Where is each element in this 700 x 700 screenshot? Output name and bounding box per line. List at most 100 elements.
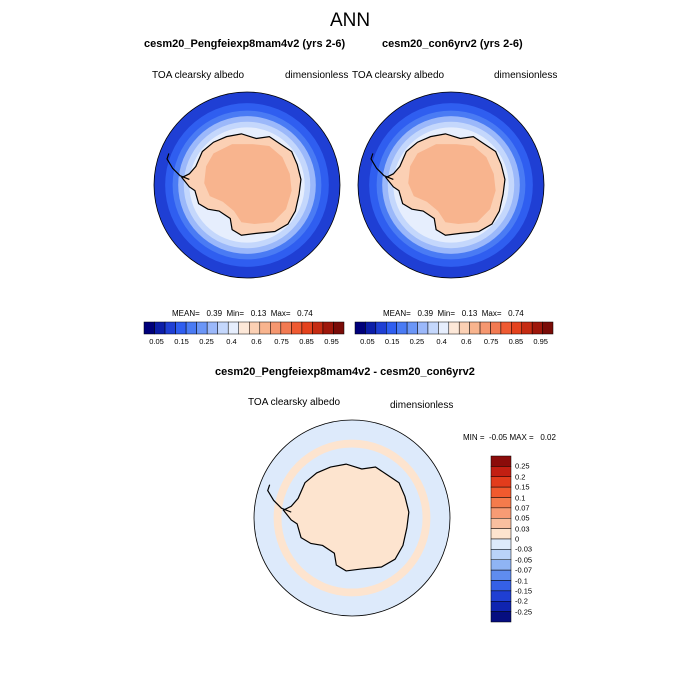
panel-2-map-group <box>357 91 545 279</box>
panel-3-colorbar-swatch-15 <box>490 611 512 623</box>
panel-1-colorbar-tick-label: 0.85 <box>299 337 314 346</box>
panel-2-map <box>357 91 545 279</box>
panel-3-colorbar-swatch-10 <box>490 559 512 571</box>
panel-2-colorbar-tick-label: 0.15 <box>384 337 400 346</box>
panel-2-colorbar-tick-label: 0.4 <box>436 337 447 346</box>
panel-3-map <box>253 419 451 617</box>
panel-2-colorbar-swatch-0 <box>354 321 366 335</box>
panel-3-ice-group <box>267 463 410 572</box>
panel-2-colorbar-swatch-17 <box>531 321 543 335</box>
panel-3-colorbar-swatch-6 <box>490 518 512 529</box>
panel-3-colorbar-swatch-13 <box>490 590 512 602</box>
panel-2-colorbar-swatch-14 <box>500 321 512 335</box>
panel-1-colorbar-swatch-6 <box>206 321 218 335</box>
panel-3-colorbar-tick-label: -0.05 <box>515 555 533 565</box>
panel-3-peninsula <box>267 484 292 513</box>
panel-1-colorbar-swatch-8 <box>227 321 239 335</box>
panel-1-colorbar-swatch-15 <box>301 321 313 335</box>
panel-1-colorbar-tick-label: 0.75 <box>274 337 289 346</box>
panel-3-colorbar-swatch-9 <box>490 549 512 560</box>
panel-3-colorbar-tick-label: 0.03 <box>515 524 530 534</box>
panel-1-colorbar-swatch-9 <box>238 321 250 335</box>
panel-1-colorbar-swatch-5 <box>196 321 208 335</box>
panel-1-colorbar-swatch-12 <box>270 321 282 335</box>
panel-1-map <box>153 91 341 279</box>
panel-3-colorbar-swatch-0 <box>490 455 512 467</box>
panel-3-colorbar-tick-label: -0.25 <box>515 607 533 617</box>
panel-1-colorbar-swatch-7 <box>217 321 229 335</box>
panel-3-colorbar-tick-label: -0.1 <box>515 576 528 585</box>
panel-2-coastline <box>384 133 506 236</box>
panel-3-title: cesm20_Pengfeiexp8mam4v2 - cesm20_con6yr… <box>215 366 475 378</box>
panel-3-colorbar-tick-label: 0 <box>515 534 520 544</box>
panel-1-colorbar-swatch-18 <box>333 321 345 335</box>
panel-3-coastline <box>282 463 410 572</box>
panel-2-colorbar-swatch-15 <box>511 321 522 335</box>
panel-1-coastline <box>180 133 302 236</box>
panel-3-map-border <box>253 419 451 617</box>
panel-3-colorbar-swatch-1 <box>490 466 512 477</box>
panel-2-colorbar-tick-label: 0.75 <box>483 337 499 346</box>
panel-1-colorbar-swatch-3 <box>175 321 187 335</box>
panel-2-colorbar-swatch-6 <box>417 321 429 335</box>
panel-1-colorbar-swatch-13 <box>280 321 292 335</box>
panel-3-stats: MIN = -0.05 MAX = 0.02 <box>463 433 556 442</box>
panel-2-colorbar-swatch-3 <box>386 321 397 335</box>
panel-2-colorbar-tick-label: 0.05 <box>360 337 375 346</box>
panel-2-title: cesm20_con6yrv2 (yrs 2-6) <box>382 38 523 50</box>
panel-1-colorbar-ticks: 0.05 0.15 0.25 0.4 0.6 0.75 0.85 0.95 <box>144 337 344 349</box>
figure-title: ANN <box>329 10 371 31</box>
panel-1-colorbar-swatch-4 <box>185 321 197 335</box>
panel-2-colorbar-swatch-7 <box>427 321 439 335</box>
panel-1-colorbar-swatch-1 <box>154 321 166 335</box>
panel-3-colorbar-tick-label: 0.25 <box>515 461 530 471</box>
panel-3-colorbar-swatch-7 <box>490 528 512 540</box>
panel-3-colorbar-swatch-2 <box>490 476 512 488</box>
panel-1-colorbar-swatch-14 <box>291 321 303 335</box>
panel-3-colorbar-tick-label: 0.1 <box>515 493 526 502</box>
panel-1-colorbar-swatch-17 <box>322 321 334 335</box>
panel-2-colorbar-swatch-9 <box>448 321 460 335</box>
panel-2-variable-label: TOA clearsky albedo <box>352 70 445 81</box>
panel-1-ice-interior <box>204 144 292 225</box>
panel-2-colorbar-swatch-16 <box>521 321 533 335</box>
panel-1-colorbar-tick-label: 0.25 <box>199 337 214 346</box>
panel-2-colorbar-swatch-13 <box>490 321 502 335</box>
panel-3-colorbar-swatch-11 <box>490 569 512 581</box>
panel-1-title: cesm20_Pengfeiexp8mam4v2 (yrs 2-6) <box>144 38 346 50</box>
panel-2-ice-group <box>370 133 506 236</box>
panel-3-colorbar-tick-label: -0.03 <box>515 544 533 554</box>
panel-3-colorbar-swatch-4 <box>490 497 512 509</box>
panel-2-colorbar-tick-label: 0.25 <box>409 337 425 346</box>
panel-1-colorbar <box>143 321 345 335</box>
panel-1-colorbar-tick-label: 0.4 <box>226 337 237 346</box>
panel-2-colorbar-tick-label: 0.6 <box>461 337 472 346</box>
panel-3-colorbar-tick-label: -0.07 <box>515 565 533 575</box>
panel-2-colorbar-swatch-11 <box>469 321 481 335</box>
panel-1-colorbar-tick-label: 0.95 <box>324 337 339 346</box>
panel-3-colorbar-swatch-14 <box>490 601 512 612</box>
panel-2-stats: MEAN= 0.39 Min= 0.13 Max= 0.74 <box>383 309 524 318</box>
panel-3-colorbar-tick-label: 0.07 <box>515 503 530 513</box>
panel-3-colorbar <box>490 455 512 623</box>
panel-2-ice-interior <box>408 144 496 225</box>
panel-2-map-border <box>357 91 545 279</box>
panel-2-colorbar-swatch-2 <box>375 321 387 335</box>
panel-2-colorbar-ticks: 0.05 0.15 0.25 0.4 0.6 0.75 0.85 0.95 <box>355 337 553 349</box>
panel-3-colorbar-tick-label: 0.2 <box>515 472 526 482</box>
panel-1-variable-label: TOA clearsky albedo <box>152 70 245 81</box>
panel-1-colorbar-swatch-2 <box>164 321 176 335</box>
panel-2-colorbar-swatch-5 <box>406 321 418 335</box>
panel-3-continent <box>283 464 409 571</box>
panel-1-colorbar-swatch-0 <box>143 321 155 335</box>
panel-1-colorbar-tick-label: 0.05 <box>149 337 164 346</box>
panel-1-colorbar-swatch-10 <box>249 321 261 335</box>
panel-3-colorbar-swatch-3 <box>490 486 512 498</box>
panel-1-map-group <box>153 91 341 279</box>
panel-3-colorbar-tick-label: -0.2 <box>515 596 528 606</box>
panel-2-units-label: dimensionless <box>494 70 558 81</box>
panel-1-colorbar-tick-label: 0.15 <box>174 337 189 346</box>
panel-2-colorbar-swatch-10 <box>458 321 470 335</box>
panel-3-colorbar-tick-label: 0.05 <box>515 513 530 523</box>
panel-1-ice-group <box>166 133 302 236</box>
